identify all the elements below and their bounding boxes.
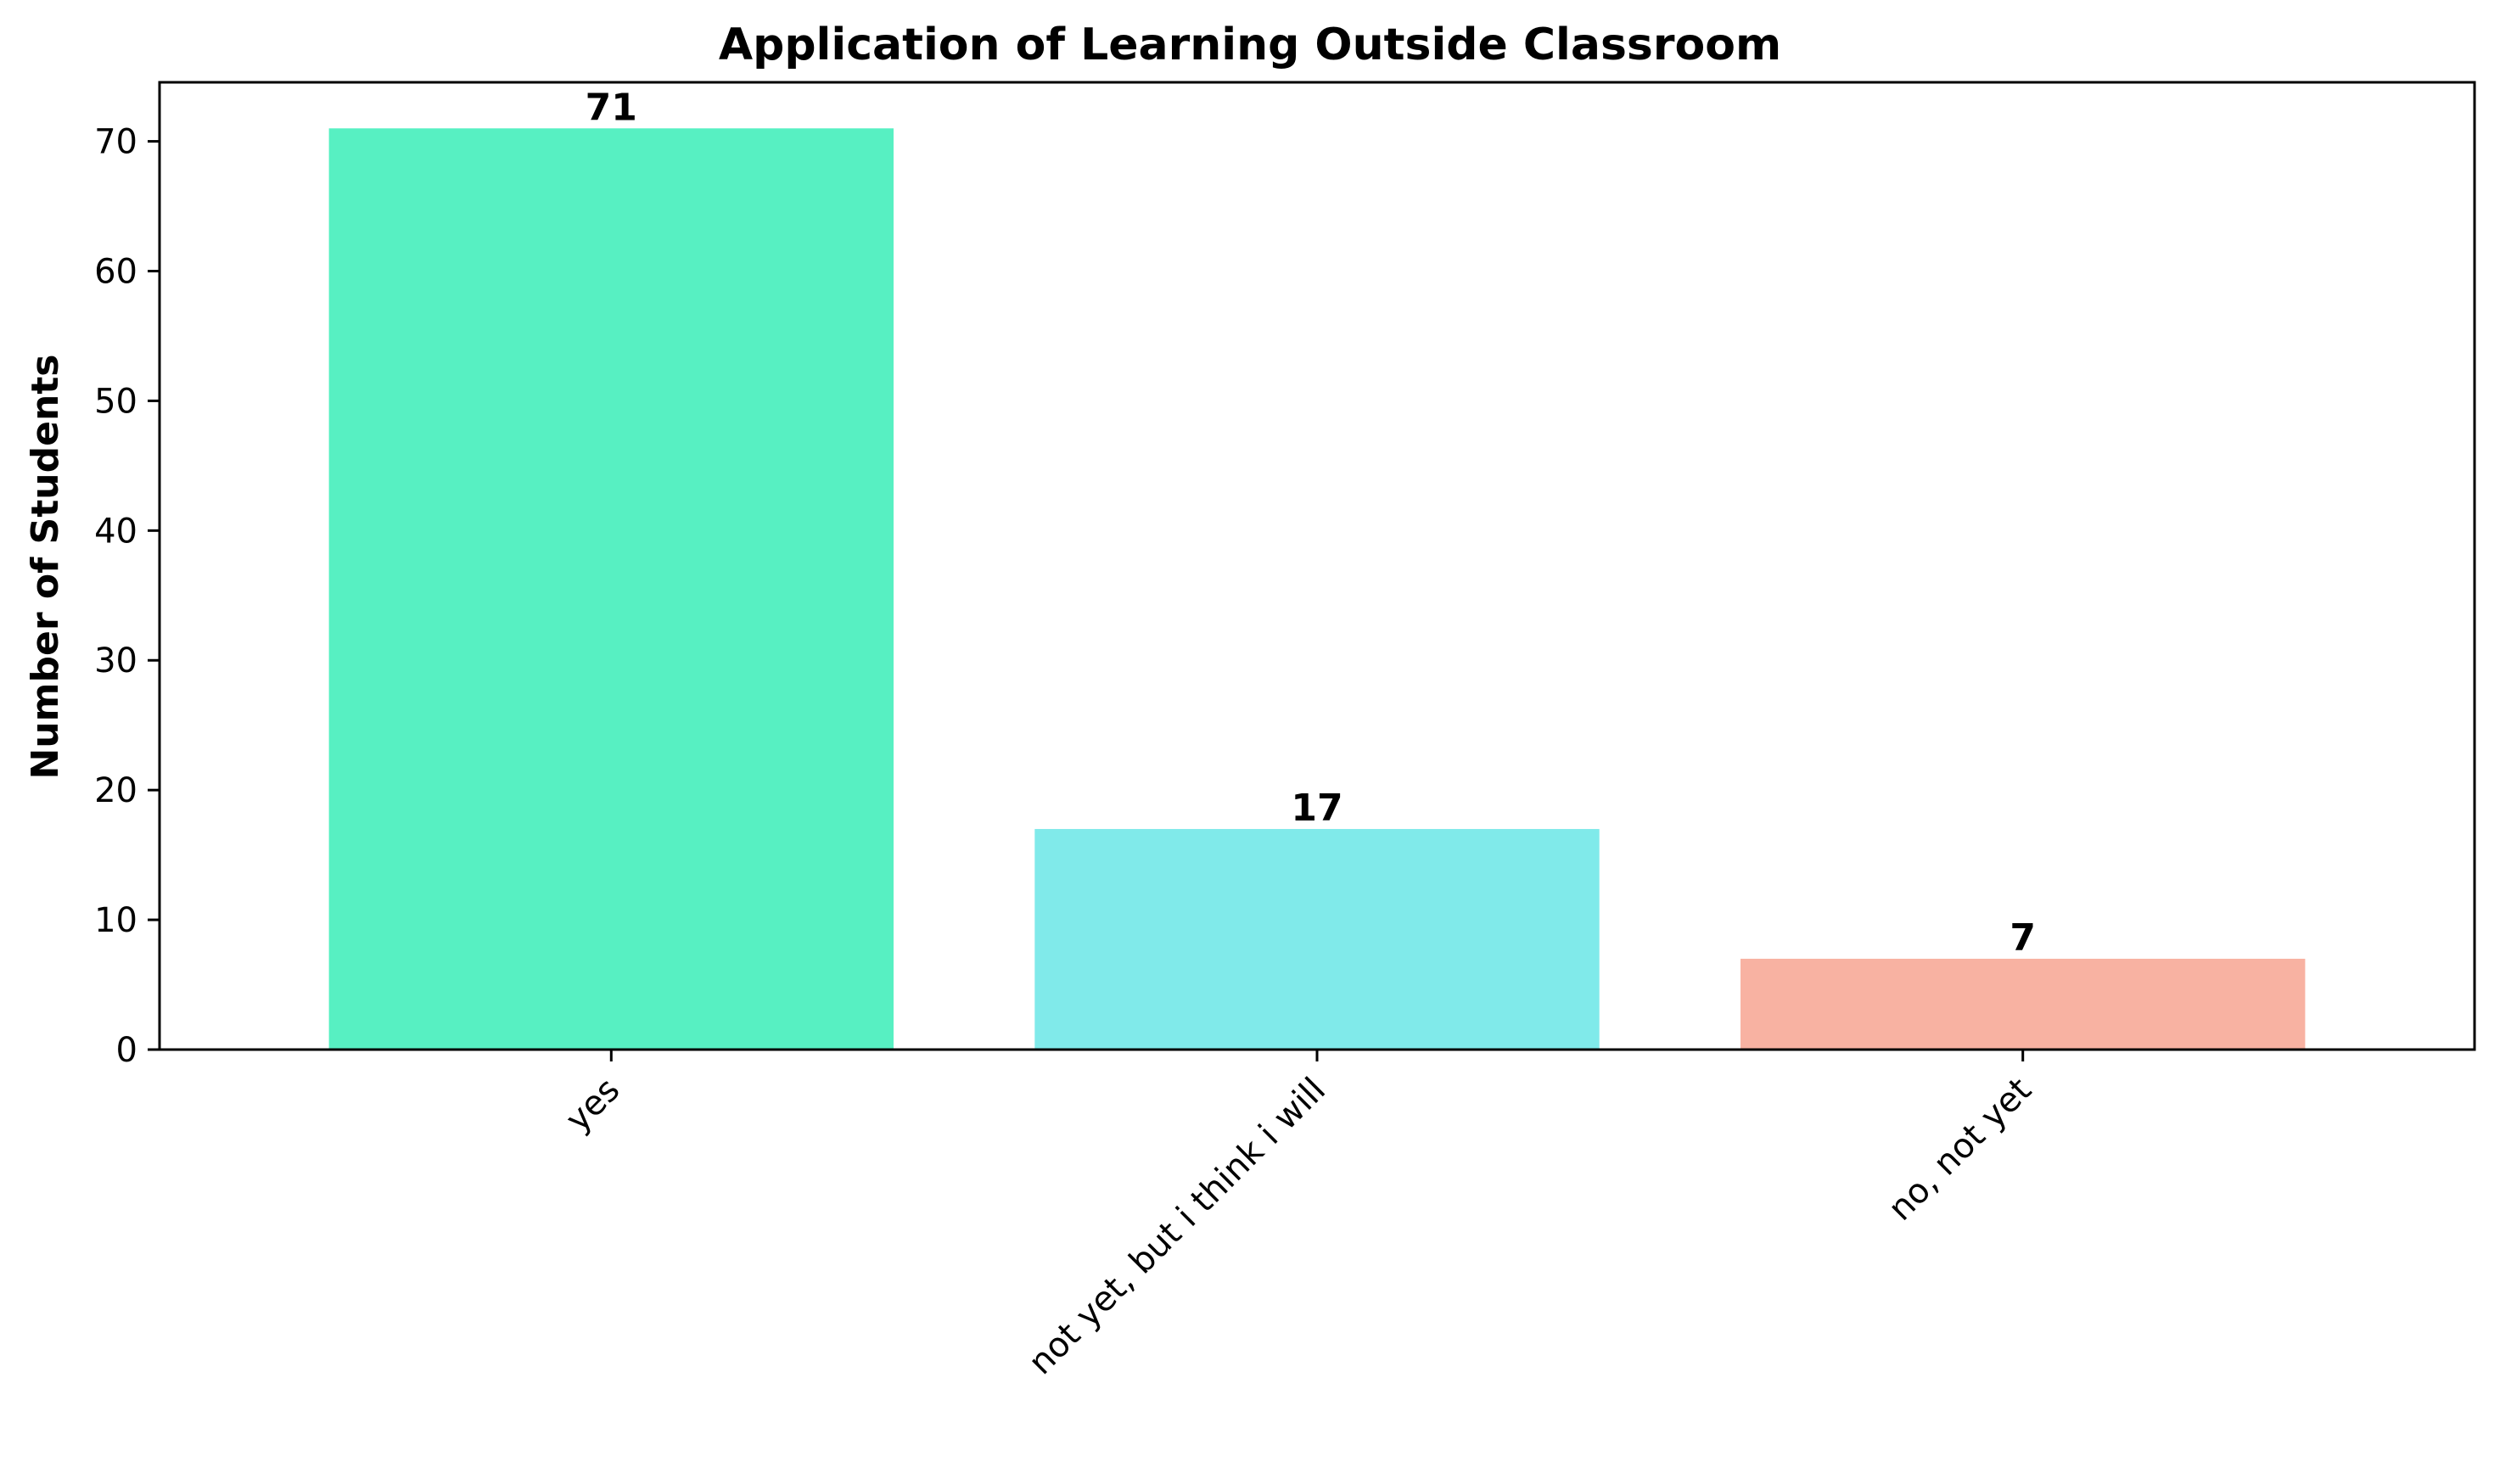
- y-tick-label-20: 20: [94, 771, 137, 810]
- bar-1: [328, 128, 894, 1050]
- data-label-1: 71: [586, 86, 637, 129]
- y-tick-label-0: 0: [116, 1031, 137, 1070]
- y-axis-ticks: 0 10 20 30 40 50 60 70: [94, 123, 160, 1070]
- y-tick-label-50: 50: [94, 382, 137, 421]
- bar-3: [1740, 958, 2306, 1050]
- data-label-3: 7: [2010, 916, 2036, 960]
- data-labels: 71 17 7: [586, 86, 2036, 960]
- plot-frame: [158, 81, 2476, 1051]
- y-tick-label-40: 40: [94, 512, 137, 551]
- bar-2: [1034, 829, 1600, 1050]
- y-tick-label-30: 30: [94, 641, 137, 680]
- y-tick-label-60: 60: [94, 252, 137, 291]
- y-axis-label: Number of Students: [24, 355, 67, 780]
- bars: [328, 128, 2306, 1050]
- y-tick-label-10: 10: [94, 901, 137, 940]
- data-label-2: 17: [1291, 787, 1342, 830]
- chart-title: Application of Learning Outside Classroo…: [719, 20, 1781, 70]
- y-tick-label-70: 70: [94, 123, 137, 162]
